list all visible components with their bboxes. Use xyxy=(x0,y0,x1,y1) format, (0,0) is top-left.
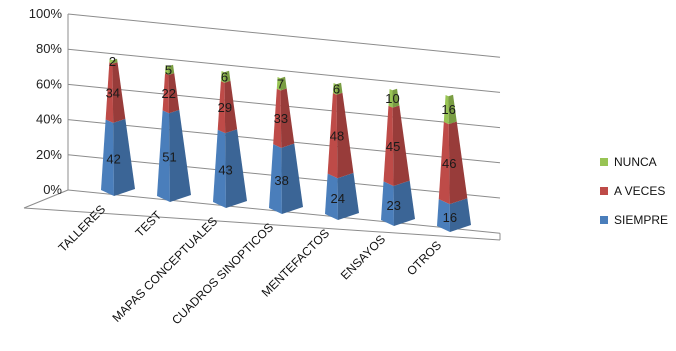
data-label: 5 xyxy=(165,63,172,78)
legend-swatch xyxy=(600,187,608,195)
bar-segment-side xyxy=(168,109,191,202)
bar-segment-side xyxy=(112,62,126,123)
legend-label: SIEMPRE xyxy=(614,213,668,227)
pyramid-otros: 16 46 16 xyxy=(437,94,471,232)
pyramid-talleres: 42 34 2 xyxy=(101,54,135,196)
legend-label: A VECES xyxy=(614,184,665,198)
y-axis: 0% 20% 40% 60% 80% 100% xyxy=(29,6,63,197)
bar-segment-a-veces xyxy=(327,93,338,179)
x-tick-label: MAPAS CONCEPTUALES xyxy=(109,214,220,325)
legend-swatch xyxy=(600,158,608,166)
bar-segment-a-veces xyxy=(162,73,169,114)
pyramid-mapas-conceptuales: 43 29 6 xyxy=(213,70,247,208)
bar-segment-a-veces xyxy=(105,62,114,123)
floor-edge-left xyxy=(23,189,69,209)
bar-segment-side xyxy=(392,88,400,108)
bar-segment-a-veces xyxy=(383,105,394,186)
data-label: 43 xyxy=(218,163,232,178)
data-label: 33 xyxy=(274,111,288,126)
data-label: 6 xyxy=(221,70,228,85)
data-label: 48 xyxy=(330,128,344,143)
data-label: 24 xyxy=(331,191,345,206)
bar-segment-nunca xyxy=(220,70,225,83)
legend-swatch xyxy=(600,216,608,224)
pyramid-mentefactos: 24 48 6 xyxy=(325,82,359,220)
bar-segment-side xyxy=(393,180,415,226)
bar-segment-nunca xyxy=(165,64,169,75)
x-tick-label: TALLERES xyxy=(55,202,108,255)
gridline xyxy=(67,13,501,58)
bar-segment-nunca xyxy=(276,76,281,91)
bar-segment-siempre xyxy=(213,129,226,208)
data-label: 7 xyxy=(277,76,284,91)
bar-segment-nunca xyxy=(443,94,449,125)
bar-segment-nunca xyxy=(332,82,337,95)
data-label: 46 xyxy=(442,156,456,171)
legend: NUNCA A VECES SIEMPRE xyxy=(600,155,668,227)
bar-segment-nunca xyxy=(109,58,113,64)
legend-label: NUNCA xyxy=(614,155,657,169)
pyramid-ensayos: 23 45 10 xyxy=(381,88,415,226)
x-tick-label: ENSAYOS xyxy=(338,232,388,282)
bar-segment-side xyxy=(448,121,468,205)
bar-segment-siempre xyxy=(381,181,394,226)
data-label: 16 xyxy=(441,102,455,117)
data-label: 10 xyxy=(385,91,399,106)
bar-segment-side xyxy=(337,172,359,220)
bar-segment-siempre xyxy=(437,199,450,232)
data-label: 6 xyxy=(333,82,340,97)
pyramid-bars: 42 34 2 51 22 5 43 29 6 38 33 7 24 48 6 23 45 10 16 46 16 xyxy=(101,54,471,232)
bar-segment-siempre xyxy=(325,173,338,220)
y-tick-label: 40% xyxy=(36,112,62,127)
data-label: 2 xyxy=(109,54,116,69)
bar-segment-siempre xyxy=(101,119,114,196)
y-tick-label: 20% xyxy=(36,147,62,162)
bar-segment-side xyxy=(449,198,471,232)
gridline xyxy=(67,48,501,93)
y-tick-label: 100% xyxy=(29,6,63,21)
pyramid-cuadros-sinopticos: 38 33 7 xyxy=(269,76,303,214)
bar-segment-side xyxy=(392,105,410,186)
x-tick-label: MENTEFACTOS xyxy=(259,226,332,299)
data-label: 16 xyxy=(443,210,457,225)
data-label: 23 xyxy=(387,198,401,213)
y-tick-label: 80% xyxy=(36,41,62,56)
bar-segment-side xyxy=(113,118,135,196)
bar-segment-a-veces xyxy=(438,121,450,205)
bar-segment-side xyxy=(225,129,247,208)
data-label: 29 xyxy=(218,100,232,115)
y-tick-label: 60% xyxy=(36,76,62,91)
y-tick-label: 0% xyxy=(43,182,62,197)
data-label: 34 xyxy=(106,85,120,100)
bar-segment-side xyxy=(112,58,118,64)
bar-segment-side xyxy=(168,64,175,75)
bar-segment-side xyxy=(281,143,303,214)
x-tick-label: TEST xyxy=(133,208,165,240)
gridlines xyxy=(23,13,501,241)
bar-segment-side xyxy=(280,88,295,148)
bar-segment-a-veces xyxy=(273,88,282,148)
bar-segment-side xyxy=(224,70,231,83)
data-label: 22 xyxy=(162,86,176,101)
x-tick-label: CUADROS SINOPTICOS xyxy=(169,220,276,327)
bar-segment-side xyxy=(168,73,180,114)
pyramid-test: 51 22 5 xyxy=(157,63,191,202)
bar-segment-siempre xyxy=(157,110,170,202)
data-label: 42 xyxy=(106,151,120,166)
bar-segment-side xyxy=(280,76,287,91)
bar-segment-a-veces xyxy=(217,81,226,134)
bar-segment-side xyxy=(336,92,354,179)
x-tick-label: OTROS xyxy=(404,238,444,278)
data-label: 45 xyxy=(386,139,400,154)
bar-segment-side xyxy=(448,94,457,125)
bar-segment-side xyxy=(224,80,238,134)
bar-segment-nunca xyxy=(388,88,393,108)
data-label: 38 xyxy=(274,173,288,188)
bar-segment-side xyxy=(336,82,343,95)
floor-edge-front xyxy=(23,207,501,241)
data-label: 51 xyxy=(162,150,176,165)
bar-segment-siempre xyxy=(269,144,282,214)
